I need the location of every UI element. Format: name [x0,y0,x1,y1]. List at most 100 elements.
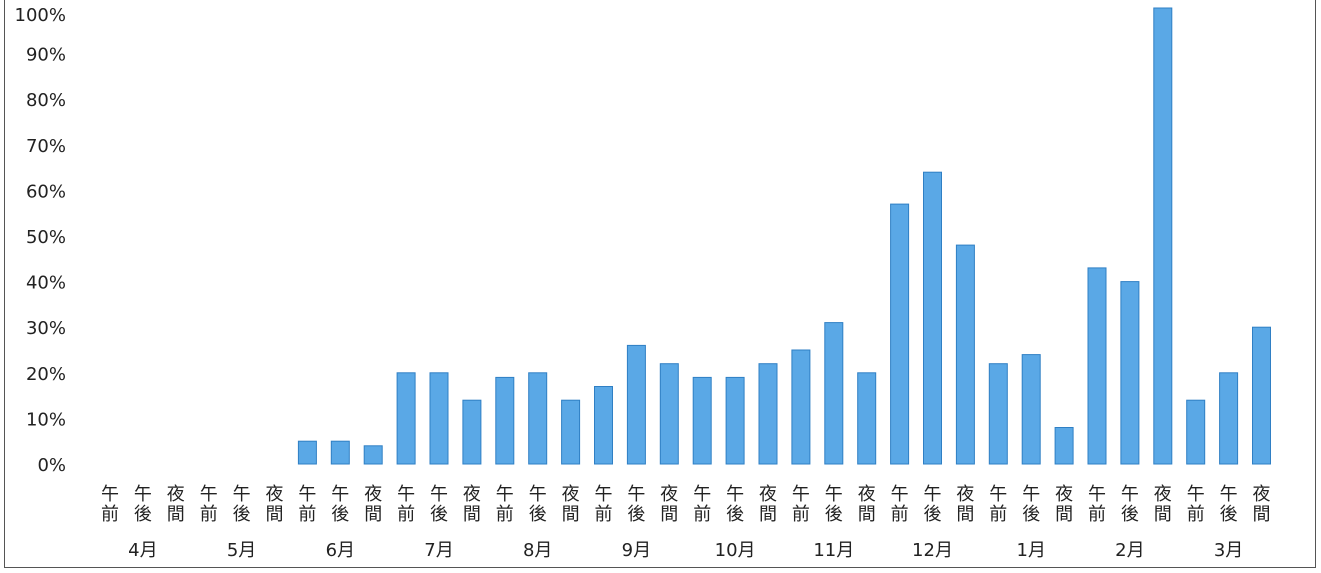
svg-text:後: 後 [331,504,349,525]
month-label: 6月 [326,540,355,561]
svg-text:後: 後 [1121,504,1139,525]
svg-text:夜: 夜 [364,484,382,505]
x-category-label: 午前 [989,484,1007,525]
y-tick-label: 0% [37,455,66,476]
bar [429,372,449,465]
svg-text:後: 後 [430,504,448,525]
svg-text:前: 前 [496,504,514,525]
svg-text:夜: 夜 [660,484,678,505]
svg-text:午: 午 [233,484,251,505]
bar [692,376,712,465]
x-category-label: 午後 [1220,484,1238,525]
bar [758,363,778,465]
svg-text:午: 午 [298,484,316,505]
x-category-label: 夜間 [167,484,185,525]
svg-text:午: 午 [1121,484,1139,505]
x-category-label: 午後 [1121,484,1139,525]
x-category-label: 午後 [430,484,448,525]
svg-text:夜: 夜 [858,484,876,505]
bar [857,372,877,465]
bar [659,363,679,465]
month-label: 5月 [227,540,256,561]
svg-text:午: 午 [1022,484,1040,505]
x-category-label: 午後 [233,484,251,525]
x-category-label: 夜間 [562,484,580,525]
svg-text:午: 午 [627,484,645,505]
x-category-label: 午前 [496,484,514,525]
y-tick-label: 70% [26,136,66,157]
bar [396,372,416,465]
month-label: 4月 [128,540,157,561]
x-category-label: 午前 [298,484,316,525]
x-category-label: 午前 [595,484,613,525]
svg-text:間: 間 [266,504,284,525]
month-label: 11月 [813,540,854,561]
svg-text:午: 午 [200,484,218,505]
svg-text:午: 午 [924,484,942,505]
svg-text:後: 後 [134,504,152,525]
svg-text:午: 午 [792,484,810,505]
svg-text:間: 間 [759,504,777,525]
month-label: 12月 [912,540,953,561]
x-category-label: 午前 [101,484,119,525]
svg-text:午: 午 [331,484,349,505]
month-label: 3月 [1214,540,1243,561]
svg-text:後: 後 [924,504,942,525]
bar [1054,427,1074,465]
x-category-label: 午後 [1022,484,1040,525]
svg-text:午: 午 [1187,484,1205,505]
x-category-label: 午前 [792,484,810,525]
bar [955,244,975,465]
svg-text:間: 間 [660,504,678,525]
svg-text:午: 午 [430,484,448,505]
bar [528,372,548,465]
y-tick-label: 80% [26,90,66,111]
y-tick-label: 50% [26,227,66,248]
x-category-label: 夜間 [1154,484,1172,525]
bar [824,322,844,465]
svg-text:前: 前 [595,504,613,525]
x-category-label: 夜間 [660,484,678,525]
x-category-label: 夜間 [956,484,974,525]
x-category-label: 午前 [1187,484,1205,525]
y-tick-label: 40% [26,273,66,294]
y-tick-label: 90% [26,45,66,66]
svg-text:午: 午 [726,484,744,505]
month-label: 9月 [622,540,651,561]
svg-text:夜: 夜 [167,484,185,505]
svg-text:前: 前 [397,504,415,525]
x-category-label: 夜間 [266,484,284,525]
x-category-label: 午後 [529,484,547,525]
svg-text:間: 間 [1154,504,1172,525]
bar [1153,7,1173,465]
svg-text:後: 後 [233,504,251,525]
svg-text:午: 午 [825,484,843,505]
svg-text:後: 後 [529,504,547,525]
month-label: 2月 [1115,540,1144,561]
svg-text:前: 前 [693,504,711,525]
svg-text:間: 間 [167,504,185,525]
x-category-label: 夜間 [364,484,382,525]
x-axis: 午前午後夜間午前午後夜間午前午後夜間午前午後夜間午前午後夜間午前午後夜間午前午後… [101,484,1271,561]
bar [725,376,745,465]
bar [462,399,482,465]
svg-text:間: 間 [1253,504,1271,525]
svg-text:後: 後 [627,504,645,525]
x-category-label: 午後 [924,484,942,525]
x-category-label: 夜間 [1253,484,1271,525]
bar [1252,326,1271,465]
x-category-label: 午後 [134,484,152,525]
svg-text:後: 後 [1220,504,1238,525]
month-label: 1月 [1016,540,1045,561]
y-tick-label: 30% [26,318,66,339]
svg-text:間: 間 [562,504,580,525]
bar [923,171,942,465]
bar [297,440,317,465]
x-category-label: 午後 [726,484,744,525]
svg-text:間: 間 [956,504,974,525]
svg-text:午: 午 [529,484,547,505]
x-category-label: 午前 [693,484,711,525]
svg-text:後: 後 [825,504,843,525]
bar [1186,399,1206,465]
x-category-label: 午前 [397,484,415,525]
